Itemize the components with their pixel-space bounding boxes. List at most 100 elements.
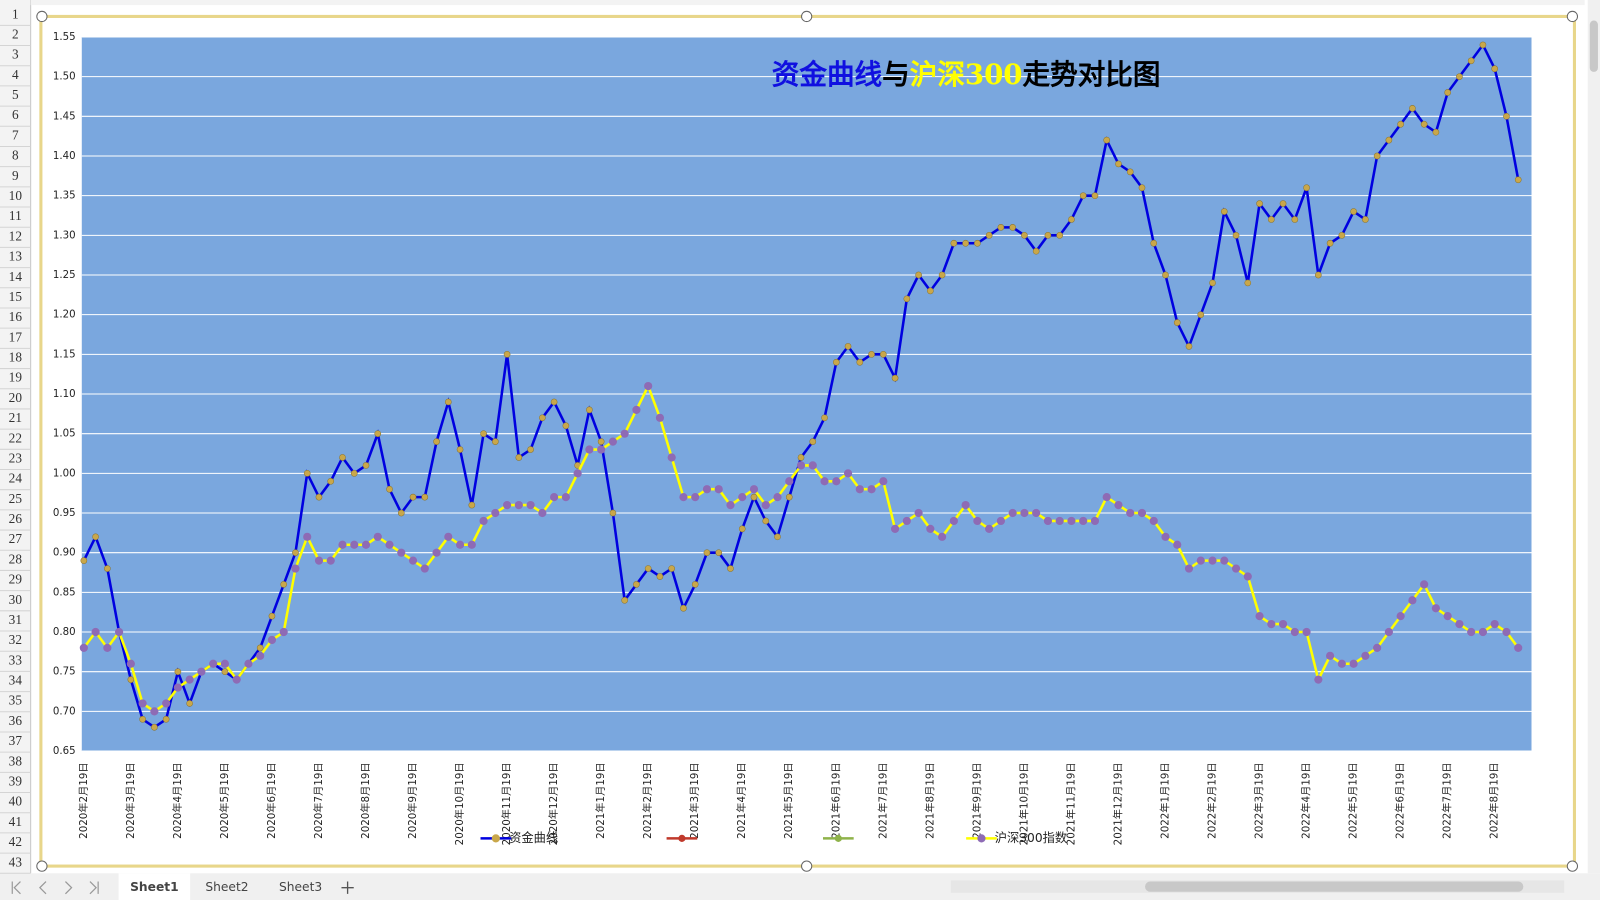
data-point xyxy=(1090,516,1100,526)
data-point xyxy=(703,549,711,557)
data-point xyxy=(1068,216,1075,223)
data-point xyxy=(1514,643,1523,652)
data-point xyxy=(1256,200,1263,207)
h-scroll-thumb[interactable] xyxy=(1145,881,1524,892)
data-point xyxy=(1044,231,1052,239)
x-tick-label: 2022年7月19日 xyxy=(1441,762,1454,838)
nav-prev[interactable] xyxy=(39,881,47,895)
data-point xyxy=(408,556,418,565)
row-number: 23 xyxy=(9,450,23,465)
data-point xyxy=(162,715,170,723)
row-number: 36 xyxy=(9,713,23,728)
data-point xyxy=(526,500,535,510)
data-point xyxy=(468,501,476,509)
x-tick-label: 2020年11月19日 xyxy=(500,762,513,845)
data-point xyxy=(256,651,265,660)
data-point xyxy=(303,532,312,541)
data-point xyxy=(620,429,629,438)
data-point xyxy=(844,343,852,350)
data-point xyxy=(774,533,781,541)
data-point xyxy=(1314,675,1323,684)
row-number: 42 xyxy=(9,834,22,849)
data-point xyxy=(503,350,511,358)
data-point xyxy=(985,231,993,239)
data-point xyxy=(679,493,688,502)
data-point xyxy=(268,612,276,620)
handle[interactable] xyxy=(1566,10,1579,23)
title-part: 走势对比图 xyxy=(1023,57,1161,90)
data-point xyxy=(667,453,676,462)
data-point xyxy=(373,532,382,541)
data-point xyxy=(186,700,193,707)
row-number: 29 xyxy=(9,572,23,587)
data-point xyxy=(1456,73,1463,80)
row-number: 5 xyxy=(12,87,19,102)
data-point xyxy=(1491,65,1499,73)
add-sheet[interactable] xyxy=(341,881,354,894)
data-point xyxy=(1103,136,1111,144)
data-point xyxy=(1326,651,1335,660)
data-point xyxy=(1185,343,1193,350)
nav-first[interactable] xyxy=(11,881,21,895)
data-point xyxy=(891,374,899,382)
data-point xyxy=(550,398,558,406)
data-point xyxy=(1338,231,1346,239)
data-point xyxy=(1126,168,1134,176)
data-point xyxy=(1397,120,1404,128)
handle[interactable] xyxy=(36,860,48,872)
data-point xyxy=(1232,231,1240,239)
y-tick-label: 0.90 xyxy=(53,547,76,559)
data-point xyxy=(456,446,464,453)
data-point xyxy=(809,438,817,445)
scroll-thumb[interactable] xyxy=(1589,20,1598,72)
handle[interactable] xyxy=(801,10,813,23)
row-number: 37 xyxy=(9,733,23,748)
handle[interactable] xyxy=(36,10,48,23)
data-point xyxy=(1503,112,1510,120)
nav-next[interactable] xyxy=(64,881,73,895)
handle[interactable] xyxy=(1566,860,1579,872)
data-point xyxy=(1326,239,1334,247)
row-number: 40 xyxy=(9,794,23,809)
x-tick-label: 2020年3月19日 xyxy=(124,762,137,838)
data-point xyxy=(409,493,417,501)
data-point xyxy=(503,500,512,510)
row-number: 16 xyxy=(9,309,23,324)
data-point xyxy=(1244,279,1252,287)
nav-last[interactable] xyxy=(89,881,99,895)
sheet-tab[interactable]: Sheet2 xyxy=(205,880,248,894)
vertical-scrollbar[interactable] xyxy=(1587,0,1600,874)
row-number: 2 xyxy=(12,26,19,41)
y-tick-label: 0.85 xyxy=(53,586,76,598)
data-point xyxy=(256,644,264,652)
data-point xyxy=(1420,120,1428,128)
data-point xyxy=(974,239,981,247)
data-point xyxy=(902,516,911,526)
sheet-tab[interactable]: Sheet3 xyxy=(279,880,322,894)
data-point xyxy=(1337,659,1346,668)
active-tab[interactable] xyxy=(118,873,191,900)
row-number: 24 xyxy=(9,471,23,486)
x-tick-label: 2021年12月19日 xyxy=(1111,762,1124,845)
data-point xyxy=(538,508,547,518)
handle[interactable] xyxy=(801,860,813,872)
y-tick-label: 1.10 xyxy=(53,388,76,400)
data-point xyxy=(585,445,594,454)
data-point xyxy=(973,516,982,526)
sheet-tab[interactable]: Sheet1 xyxy=(130,880,179,894)
data-point xyxy=(220,659,230,668)
data-point xyxy=(1091,192,1099,200)
row-number: 18 xyxy=(9,349,23,364)
data-point xyxy=(797,454,805,461)
data-point xyxy=(315,493,323,501)
sheet-nav xyxy=(11,881,99,895)
resize-handles xyxy=(36,10,1579,872)
row-number: 28 xyxy=(9,551,23,566)
data-point xyxy=(138,699,147,708)
data-point xyxy=(1255,612,1264,621)
x-tick-label: 2021年11月19日 xyxy=(1064,762,1077,845)
data-point xyxy=(1315,271,1322,279)
y-tick-label: 1.00 xyxy=(53,467,76,479)
